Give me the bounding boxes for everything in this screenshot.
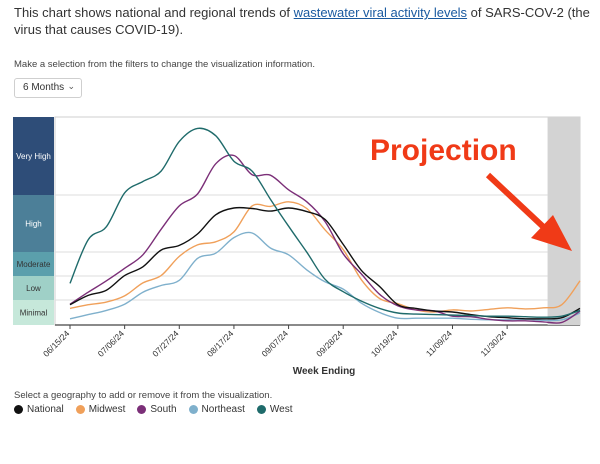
level-label: Very High	[16, 152, 51, 161]
x-tick-label: 07/27/24	[150, 328, 181, 359]
series-line-south	[69, 154, 581, 324]
legend-label: Midwest	[88, 404, 126, 415]
level-band	[13, 276, 54, 300]
legend-dot	[256, 405, 266, 414]
x-tick-label: 07/06/24	[96, 328, 127, 359]
level-label: Low	[26, 284, 41, 293]
filter-hint: Make a selection from the filters to cha…	[14, 59, 315, 70]
projection-annotation: Projection	[370, 134, 517, 167]
level-band	[13, 252, 54, 276]
wastewater-levels-link[interactable]: wastewater viral activity levels	[293, 5, 468, 20]
geography-hint: Select a geography to add or remove it f…	[14, 390, 273, 401]
legend-dot	[75, 405, 85, 414]
legend-dot	[137, 405, 147, 414]
legend-item-midwest[interactable]: Midwest	[75, 404, 126, 415]
series-line-national	[69, 206, 581, 320]
x-tick-label: 08/17/24	[205, 328, 236, 359]
level-band	[13, 195, 54, 252]
legend-dot	[188, 405, 198, 414]
legend-item-west[interactable]: West	[256, 404, 293, 415]
intro-text: This chart shows national and regional t…	[14, 4, 594, 38]
projection-arrow	[485, 172, 555, 238]
level-label: High	[25, 220, 41, 229]
legend-dot	[14, 405, 23, 414]
x-tick-label: 11/30/24	[479, 328, 509, 358]
series-line-midwest	[69, 201, 581, 313]
legend: National Midwest South Northeast West	[14, 404, 293, 415]
legend-label: National	[27, 404, 64, 415]
chevron-down-icon: ⌄	[67, 81, 75, 91]
level-label: Minimal	[20, 309, 48, 318]
time-range-value: 6 Months	[23, 82, 65, 93]
x-tick-label: 06/15/24	[41, 328, 72, 359]
level-label: Moderate	[17, 260, 51, 269]
x-tick-label: 11/09/24	[424, 328, 454, 358]
x-tick-label: 10/19/24	[369, 328, 400, 359]
wastewater-chart: Very High High Moderate Low Minimal 06/15/24…	[13, 116, 581, 377]
legend-label: West	[269, 404, 293, 415]
x-axis-label: Week Ending	[293, 366, 356, 377]
series-line-west	[69, 127, 581, 318]
x-tick-label: 09/28/24	[314, 328, 345, 359]
projection-arrowhead	[531, 215, 572, 251]
time-range-select[interactable]: 6 Months ⌄	[14, 78, 82, 98]
legend-item-northeast[interactable]: Northeast	[188, 404, 245, 415]
legend-item-south[interactable]: South	[137, 404, 177, 415]
level-band	[13, 117, 54, 195]
intro-suffix: of SARS-COV-2 (the virus that causes COV…	[14, 5, 590, 37]
legend-item-national[interactable]: National	[14, 404, 64, 415]
legend-label: South	[150, 404, 177, 415]
intro-prefix: This chart shows national and regional t…	[14, 5, 294, 20]
legend-label: Northeast	[201, 404, 245, 415]
level-band	[13, 300, 54, 325]
x-tick-label: 09/07/24	[260, 328, 291, 359]
